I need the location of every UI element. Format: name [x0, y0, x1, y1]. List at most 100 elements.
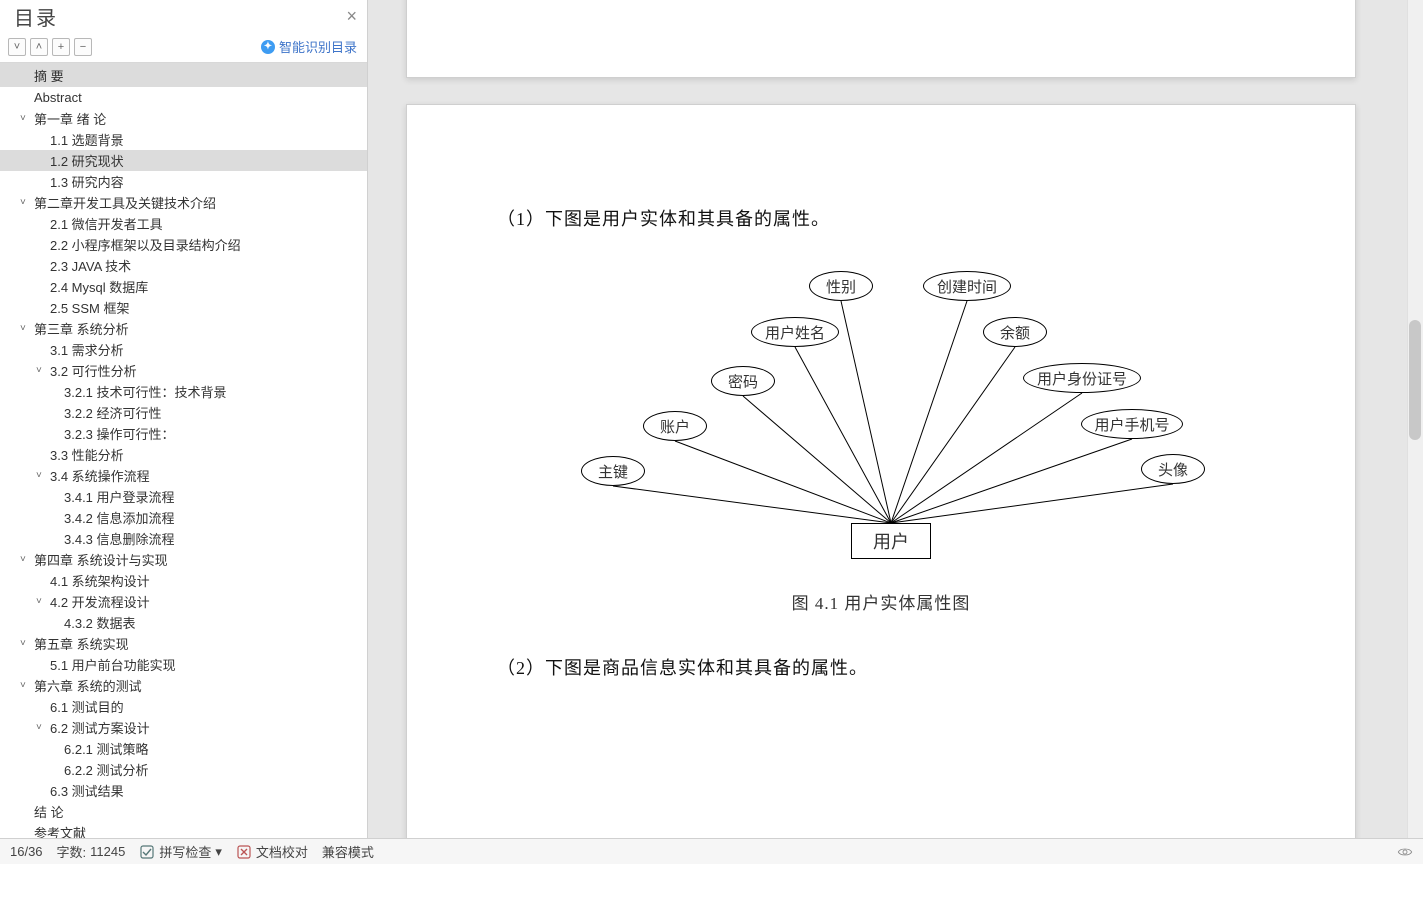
chevron-down-icon[interactable]: ˅	[36, 596, 48, 607]
status-spellcheck[interactable]: 拼写检查 ▾	[139, 842, 222, 861]
toc-item[interactable]: ˅第四章 系统设计与实现	[0, 549, 367, 570]
toc-item-label: 6.3 测试结果	[50, 781, 124, 800]
chevron-down-icon[interactable]: ˅	[20, 554, 32, 565]
toc-item[interactable]: 4.3.2 数据表	[0, 612, 367, 633]
chevron-down-icon[interactable]: ˅	[20, 680, 32, 691]
toc-item[interactable]: 1.2 研究现状	[0, 150, 367, 171]
toc-item-label: Abstract	[34, 90, 82, 105]
toc-collapse-button[interactable]: −	[74, 38, 92, 56]
document-page: （1）下图是用户实体和其具备的属性。 用户主键账户密码用户姓名性别创建时间余额用…	[406, 104, 1356, 838]
status-doc-proof[interactable]: 文档校对	[236, 842, 308, 861]
toc-item[interactable]: 结 论	[0, 801, 367, 822]
toc-item-label: 第五章 系统实现	[34, 634, 129, 653]
toc-item-label: 1.2 研究现状	[50, 151, 124, 170]
toc-item[interactable]: 2.5 SSM 框架	[0, 297, 367, 318]
toc-item-label: 4.2 开发流程设计	[50, 592, 150, 611]
spellcheck-dash: ▾	[215, 844, 222, 860]
toc-item-label: 6.2.2 测试分析	[64, 760, 149, 779]
chevron-down-icon[interactable]: ˅	[20, 323, 32, 334]
toc-item[interactable]: 6.2.1 测试策略	[0, 738, 367, 759]
toc-item[interactable]: 4.1 系统架构设计	[0, 570, 367, 591]
toc-item[interactable]: 2.4 Mysql 数据库	[0, 276, 367, 297]
chevron-down-icon[interactable]: ˅	[20, 638, 32, 649]
toc-item-label: 4.1 系统架构设计	[50, 571, 150, 590]
toc-item[interactable]: ˅第五章 系统实现	[0, 633, 367, 654]
toc-title: 目录	[14, 2, 58, 31]
chevron-down-icon[interactable]: ˅	[36, 470, 48, 481]
toc-item[interactable]: 2.1 微信开发者工具	[0, 213, 367, 234]
toc-item-label: 3.3 性能分析	[50, 445, 124, 464]
status-word-count[interactable]: 字数: 11245	[57, 842, 126, 861]
toc-header: 目录 ×	[0, 0, 367, 35]
er-attribute: 用户身份证号	[1023, 363, 1141, 393]
toc-item-label: 第三章 系统分析	[34, 319, 129, 338]
toc-item[interactable]: ˅3.4 系统操作流程	[0, 465, 367, 486]
toc-item-label: 6.2.1 测试策略	[64, 739, 149, 758]
er-attribute: 密码	[711, 366, 775, 396]
scrollbar-thumb[interactable]	[1409, 320, 1421, 440]
toc-item-label: 1.3 研究内容	[50, 172, 124, 191]
toc-item-label: 3.1 需求分析	[50, 340, 124, 359]
toc-item-label: 6.1 测试目的	[50, 697, 124, 716]
toc-item-label: 2.3 JAVA 技术	[50, 256, 131, 275]
toc-list[interactable]: 摘 要Abstract˅第一章 绪 论1.1 选题背景1.2 研究现状1.3 研…	[0, 62, 367, 838]
toc-item[interactable]: 3.2.1 技术可行性：技术背景	[0, 381, 367, 402]
toc-item-label: 3.2.2 经济可行性	[64, 403, 162, 422]
toc-item[interactable]: 摘 要	[0, 63, 367, 87]
toc-item[interactable]: 6.3 测试结果	[0, 780, 367, 801]
toc-item[interactable]: 6.1 测试目的	[0, 696, 367, 717]
toc-item[interactable]: 参考文献	[0, 822, 367, 838]
toc-item[interactable]: 3.4.1 用户登录流程	[0, 486, 367, 507]
document-viewport[interactable]: （1）下图是用户实体和其具备的属性。 用户主键账户密码用户姓名性别创建时间余额用…	[368, 0, 1423, 838]
toc-sidebar: 目录 × ˅ ˄ + − ✦ 智能识别目录 摘 要Abstract˅第一章 绪 …	[0, 0, 368, 838]
toc-item[interactable]: ˅4.2 开发流程设计	[0, 591, 367, 612]
toc-item[interactable]: 5.1 用户前台功能实现	[0, 654, 367, 675]
toc-item-label: 3.2.1 技术可行性：技术背景	[64, 382, 227, 401]
toc-item[interactable]: 3.4.3 信息删除流程	[0, 528, 367, 549]
toc-level-down-button[interactable]: ˅	[8, 38, 26, 56]
toc-item[interactable]: ˅第一章 绪 论	[0, 108, 367, 129]
toc-item[interactable]: 3.1 需求分析	[0, 339, 367, 360]
spellcheck-label: 拼写检查	[159, 842, 211, 861]
chevron-down-icon[interactable]: ˅	[20, 197, 32, 208]
toc-item[interactable]: ˅6.2 测试方案设计	[0, 717, 367, 738]
vertical-scrollbar[interactable]	[1407, 0, 1423, 838]
eye-icon[interactable]	[1397, 844, 1413, 860]
compat-label: 兼容模式	[322, 842, 374, 861]
chevron-down-icon[interactable]: ˅	[20, 113, 32, 124]
close-icon[interactable]: ×	[346, 6, 357, 27]
toc-item[interactable]: 3.3 性能分析	[0, 444, 367, 465]
toc-level-up-button[interactable]: ˄	[30, 38, 48, 56]
toc-item-label: 2.1 微信开发者工具	[50, 214, 163, 233]
er-entity: 用户	[851, 523, 931, 559]
er-attribute: 用户手机号	[1081, 409, 1183, 439]
er-attribute: 头像	[1141, 454, 1205, 484]
toc-item[interactable]: 1.1 选题背景	[0, 129, 367, 150]
toc-item[interactable]: 3.2.3 操作可行性：	[0, 423, 367, 444]
toc-item[interactable]: 2.2 小程序框架以及目录结构介绍	[0, 234, 367, 255]
chevron-down-icon[interactable]: ˅	[36, 365, 48, 376]
toc-item[interactable]: 3.4.2 信息添加流程	[0, 507, 367, 528]
toc-item[interactable]: ˅第二章开发工具及关键技术介绍	[0, 192, 367, 213]
status-page[interactable]: 16/36	[10, 844, 43, 859]
toc-item-label: 3.2 可行性分析	[50, 361, 137, 380]
toc-item[interactable]: ˅第三章 系统分析	[0, 318, 367, 339]
smart-recognize-toc[interactable]: ✦ 智能识别目录	[261, 37, 357, 56]
chevron-down-icon[interactable]: ˅	[36, 722, 48, 733]
status-compat-mode[interactable]: 兼容模式	[322, 842, 374, 861]
toc-item[interactable]: 1.3 研究内容	[0, 171, 367, 192]
toc-item[interactable]: 3.2.2 经济可行性	[0, 402, 367, 423]
toc-item[interactable]: 6.2.2 测试分析	[0, 759, 367, 780]
toc-item[interactable]: 2.3 JAVA 技术	[0, 255, 367, 276]
er-attribute: 性别	[809, 271, 873, 301]
toc-item[interactable]: ˅3.2 可行性分析	[0, 360, 367, 381]
toc-item-label: 第一章 绪 论	[34, 109, 106, 128]
toc-item-label: 3.4.1 用户登录流程	[64, 487, 175, 506]
bottom-filler	[0, 864, 1423, 902]
toc-item[interactable]: ˅第六章 系统的测试	[0, 675, 367, 696]
page-indicator: 16/36	[10, 844, 43, 859]
toc-item-label: 参考文献	[34, 823, 86, 838]
toc-item[interactable]: Abstract	[0, 87, 367, 108]
toc-expand-button[interactable]: +	[52, 38, 70, 56]
word-count-label: 字数:	[57, 842, 87, 861]
